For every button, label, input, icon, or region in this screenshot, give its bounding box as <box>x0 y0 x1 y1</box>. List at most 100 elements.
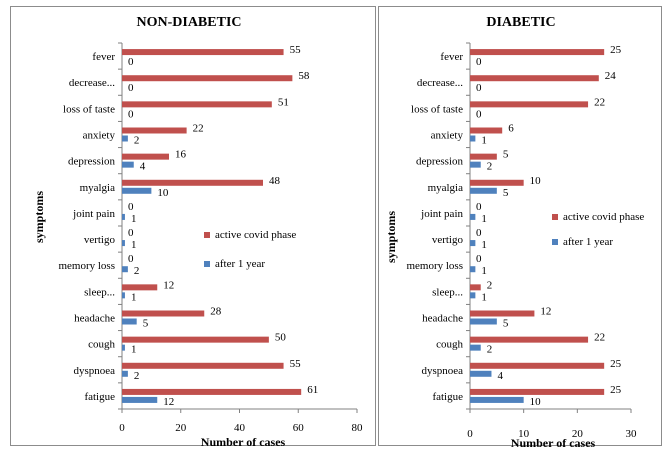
diabetic-bar-active-covid <box>470 362 605 369</box>
non-diabetic-value-label-active: 55 <box>290 44 302 56</box>
non-diabetic-bar-active-covid <box>122 362 284 369</box>
non-diabetic-bar-active-covid <box>122 336 269 343</box>
non-diabetic-bar-after-1-year <box>122 135 128 142</box>
diabetic-bar-active-covid <box>470 127 503 134</box>
non-diabetic-value-label-after: 5 <box>143 318 149 330</box>
diabetic-value-label-active: 22 <box>594 96 605 108</box>
non-diabetic-bar-after-1-year <box>122 161 134 168</box>
diabetic-category-label: loss of taste <box>411 103 463 115</box>
non-diabetic-x-tick-label: 80 <box>352 422 364 434</box>
diabetic-value-label-after: 5 <box>503 187 509 199</box>
diabetic-category-label: anxiety <box>431 130 464 142</box>
diabetic-value-label-after: 5 <box>503 318 509 330</box>
non-diabetic-category-label: dyspnoea <box>73 365 115 377</box>
non-diabetic-chart-panel: NON-DIABETIC symptoms 0 20 40 60 80 Number of c… <box>10 6 376 447</box>
diabetic-x-tick-label: 10 <box>518 428 530 440</box>
diabetic-category-label: joint pain <box>420 208 463 220</box>
diabetic-bar-active-covid <box>470 49 605 56</box>
non-diabetic-value-label-after: 4 <box>140 161 146 173</box>
diabetic-bar-active-covid <box>470 284 481 291</box>
non-diabetic-value-label-active: 58 <box>298 70 310 82</box>
non-diabetic-bar-after-1-year <box>122 187 152 194</box>
non-diabetic-value-label-active: 16 <box>175 149 187 161</box>
non-diabetic-bar-active-covid <box>122 49 284 56</box>
diabetic-category-label: depression <box>416 156 464 168</box>
diabetic-bar-after-1-year <box>470 161 481 168</box>
diabetic-x-tick-label: 30 <box>626 428 638 440</box>
non-diabetic-category-label: depression <box>68 156 116 168</box>
diabetic-value-label-after: 2 <box>487 344 493 356</box>
non-diabetic-value-label-after: 1 <box>131 239 137 251</box>
non-diabetic-bar-after-1-year <box>122 370 128 377</box>
non-diabetic-category-label: fatigue <box>84 391 115 403</box>
non-diabetic-value-label-after: 0 <box>128 56 134 68</box>
diabetic-value-label-active: 24 <box>605 70 617 82</box>
non-diabetic-value-label-active: 48 <box>269 175 281 187</box>
diabetic-chart-panel: DIABETIC symptoms 0 10 20 30 Number of cases fe… <box>378 6 662 447</box>
diabetic-value-label-after: 0 <box>476 108 482 120</box>
diabetic-bar-after-1-year <box>470 318 497 325</box>
diabetic-bar-after-1-year <box>470 344 481 351</box>
non-diabetic-category-label: fever <box>92 51 115 63</box>
diabetic-x-axis-title: Number of cases <box>511 436 596 447</box>
diabetic-legend-swatch-active <box>552 214 558 220</box>
non-diabetic-bar-active-covid <box>122 75 293 82</box>
non-diabetic-bar-active-covid <box>122 284 158 291</box>
non-diabetic-value-label-active: 50 <box>275 332 287 344</box>
non-diabetic-value-label-after: 2 <box>134 265 140 277</box>
diabetic-category-label: decrease... <box>417 77 463 89</box>
diabetic-value-label-active: 22 <box>594 332 605 344</box>
non-diabetic-bar-active-covid <box>122 310 205 317</box>
diabetic-value-label-after: 0 <box>476 56 482 68</box>
non-diabetic-value-label-active: 0 <box>128 227 134 239</box>
non-diabetic-legend-swatch-after <box>204 261 210 267</box>
diabetic-value-label-after: 0 <box>476 82 482 94</box>
diabetic-category-label: myalgia <box>428 182 464 194</box>
non-diabetic-value-label-active: 61 <box>307 384 318 396</box>
diabetic-legend-label-after: after 1 year <box>563 236 613 248</box>
non-diabetic-x-tick-label: 60 <box>293 422 305 434</box>
non-diabetic-value-label-after: 0 <box>128 108 134 120</box>
non-diabetic-legend-label-after: after 1 year <box>215 258 265 270</box>
non-diabetic-bar-active-covid <box>122 179 263 186</box>
diabetic-y-axis-title: symptoms <box>384 211 398 263</box>
non-diabetic-value-label-active: 55 <box>290 358 302 370</box>
diabetic-bar-after-1-year <box>470 213 476 220</box>
diabetic-value-label-active: 12 <box>540 306 551 318</box>
non-diabetic-category-label: myalgia <box>80 182 116 194</box>
diabetic-bar-active-covid <box>470 153 497 160</box>
non-diabetic-category-label: sleep... <box>84 286 115 298</box>
diabetic-category-label: dyspnoea <box>421 365 463 377</box>
diabetic-value-label-active: 25 <box>610 44 622 56</box>
diabetic-bar-active-covid <box>470 336 589 343</box>
diabetic-bar-active-covid <box>470 75 599 82</box>
non-diabetic-value-label-after: 10 <box>157 187 169 199</box>
diabetic-value-label-active: 10 <box>530 175 542 187</box>
non-diabetic-bar-after-1-year <box>122 213 125 220</box>
non-diabetic-category-label: loss of taste <box>63 103 115 115</box>
diabetic-category-label: vertigo <box>432 234 464 246</box>
non-diabetic-category-label: anxiety <box>83 130 116 142</box>
non-diabetic-value-label-after: 12 <box>163 396 174 408</box>
non-diabetic-bar-after-1-year <box>122 318 137 325</box>
diabetic-value-label-active: 25 <box>610 358 622 370</box>
diabetic-chart-title: DIABETIC <box>486 15 555 30</box>
diabetic-category-label: fever <box>440 51 463 63</box>
diabetic-value-label-after: 4 <box>497 370 503 382</box>
diabetic-bar-after-1-year <box>470 292 476 299</box>
non-diabetic-legend-swatch-active <box>204 232 210 238</box>
non-diabetic-bar-after-1-year <box>122 396 158 403</box>
non-diabetic-bar-active-covid <box>122 153 169 160</box>
non-diabetic-category-label: headache <box>74 313 115 325</box>
non-diabetic-value-label-active: 0 <box>128 253 134 265</box>
diabetic-category-label: cough <box>436 339 463 351</box>
non-diabetic-category-label: cough <box>88 339 115 351</box>
diabetic-bar-active-covid <box>470 101 589 108</box>
diabetic-value-label-after: 2 <box>487 161 493 173</box>
non-diabetic-y-axis-title: symptoms <box>32 191 46 243</box>
non-diabetic-x-axis-title: Number of cases <box>201 435 286 447</box>
non-diabetic-value-label-after: 1 <box>131 291 137 303</box>
non-diabetic-x-tick-label: 0 <box>119 422 125 434</box>
diabetic-bar-active-covid <box>470 310 535 317</box>
